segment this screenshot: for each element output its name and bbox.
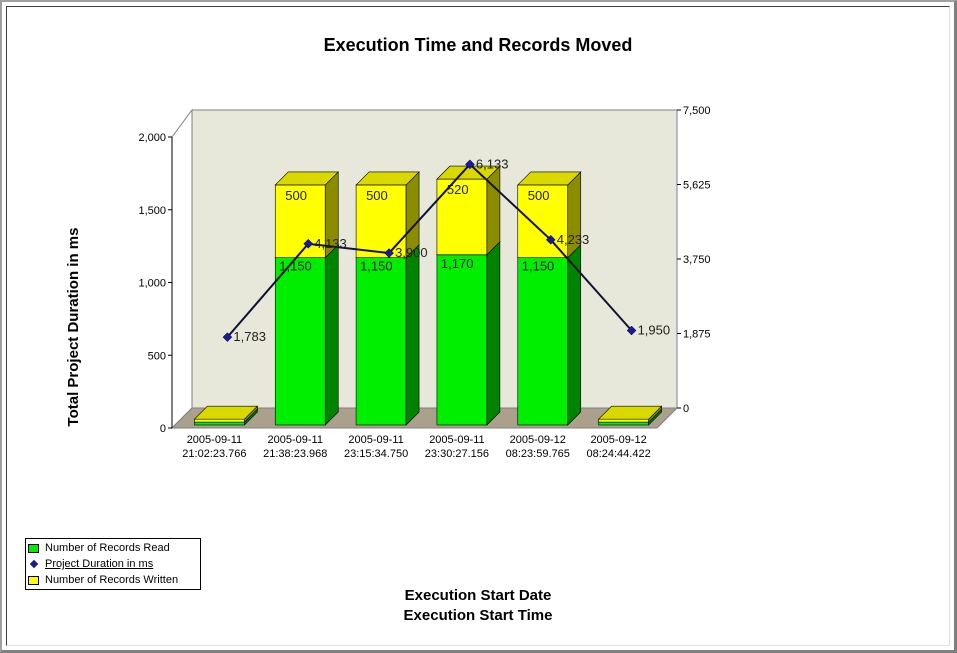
legend-item-records-written: Number of Records Written	[28, 572, 198, 588]
x-axis-date-label: 2005-09-11	[429, 434, 484, 446]
project-duration-point	[465, 159, 475, 170]
bar-records-written	[597, 405, 663, 423]
data-label-records-written: 520	[447, 182, 469, 197]
project-duration-point	[545, 234, 556, 245]
data-label-records-read: 1,170	[441, 256, 474, 271]
legend-item-project-duration[interactable]: Project Duration in ms	[28, 556, 198, 572]
project-duration-point	[222, 332, 233, 343]
left-axis-tick-label: 500	[148, 350, 166, 362]
bar-records-read-front	[194, 421, 245, 426]
project-duration-point	[626, 325, 637, 336]
bar-records-written-top	[517, 171, 582, 186]
legend-label-records-read: Number of Records Read	[45, 542, 170, 554]
data-label-records-read: 1,150	[279, 259, 312, 274]
x-axis-date-label: 2005-09-12	[590, 434, 646, 446]
x-axis-time-label: 23:15:34.750	[344, 448, 408, 460]
x-axis-time-label: 08:24:44.422	[586, 448, 650, 460]
data-label-project-duration: 1,950	[638, 323, 671, 338]
legend-item-records-read: Number of Records Read	[28, 540, 198, 556]
bar-records-read-side	[324, 243, 339, 426]
bar-records-read-side	[405, 243, 420, 426]
project-duration-line	[226, 162, 633, 338]
bar-records-read-front	[355, 257, 407, 426]
bar-records-read-side	[486, 241, 501, 426]
bar-records-written-top	[274, 171, 339, 186]
bar-records-written-side	[486, 165, 501, 256]
data-label-records-written: 500	[366, 188, 388, 203]
data-label-project-duration: 6,133	[476, 156, 509, 171]
chart-title: Execution Time and Records Moved	[324, 35, 633, 55]
x-axis-title-date: Execution Start Date	[405, 587, 552, 604]
bar-records-read-front	[274, 257, 326, 426]
chart-window-inner-border	[6, 6, 950, 646]
x-axis-time-label: 08:23:59.765	[506, 448, 570, 460]
left-axis-tick-label: 1,000	[138, 278, 166, 290]
data-label-records-written: 500	[528, 188, 550, 203]
x-axis-time-label: 21:38:23.968	[263, 448, 327, 460]
x-axis-date-label: 2005-09-11	[268, 434, 323, 446]
bar-records-written-top	[193, 405, 259, 420]
diamond-marker-icon	[28, 559, 39, 570]
data-label-project-duration: 1,783	[233, 329, 266, 344]
x-axis-date-label: 2005-09-11	[187, 434, 242, 446]
right-axis-tick-label: 3,750	[683, 254, 711, 266]
project-duration-point	[384, 248, 394, 258]
left-axis-tick-label: 2,000	[138, 132, 166, 144]
right-axis-tick-label: 5,625	[683, 180, 711, 192]
x-axis-title-time: Execution Start Time	[404, 607, 553, 624]
data-label-project-duration: 4,233	[557, 232, 590, 247]
legend-label-records-written: Number of Records Written	[45, 574, 179, 586]
bar-records-written	[517, 171, 582, 259]
legend-swatch-records-read	[28, 543, 39, 553]
x-axis-date-label: 2005-09-11	[348, 434, 403, 446]
data-label-project-duration: 4,133	[314, 236, 347, 251]
right-axis-tick-label: 1,875	[683, 329, 711, 341]
legend: Number of Records Read Project Duration …	[25, 538, 201, 590]
x-axis-time-label: 21:02:23.766	[182, 448, 246, 460]
project-duration-point	[303, 238, 314, 249]
left-axis-tick-label: 0	[160, 423, 166, 435]
chart-back-wall	[191, 109, 678, 409]
x-axis-date-label: 2005-09-12	[510, 434, 566, 446]
bar-records-written-top	[597, 405, 663, 420]
bar-records-written	[193, 405, 259, 423]
left-axis-tick-label: 1,500	[138, 205, 166, 217]
bar-records-read-front	[517, 257, 569, 426]
y-axis-title: Total Project Duration in ms	[65, 228, 82, 427]
legend-swatch-records-written	[28, 575, 39, 585]
right-axis-tick-label: 7,500	[683, 105, 711, 117]
x-axis-time-label: 23:30:27.156	[425, 448, 489, 460]
bar-records-written	[355, 171, 420, 259]
data-label-records-read: 1,150	[360, 259, 393, 274]
bar-records-read-front	[436, 254, 488, 426]
bar-records-written-top	[436, 165, 501, 180]
data-label-project-duration: 3,900	[395, 245, 428, 260]
chart-side-wall	[171, 108, 193, 430]
legend-label-project-duration[interactable]: Project Duration in ms	[45, 558, 154, 570]
bar-records-written-top	[355, 171, 420, 186]
data-label-records-written: 500	[285, 188, 307, 203]
bar-records-written	[436, 165, 501, 256]
bar-records-written-front	[598, 418, 649, 423]
right-axis-tick-label: 0	[683, 403, 689, 415]
bar-records-written-front	[194, 418, 245, 423]
bar-records-read-front	[598, 421, 649, 426]
data-label-records-read: 1,150	[522, 259, 555, 274]
